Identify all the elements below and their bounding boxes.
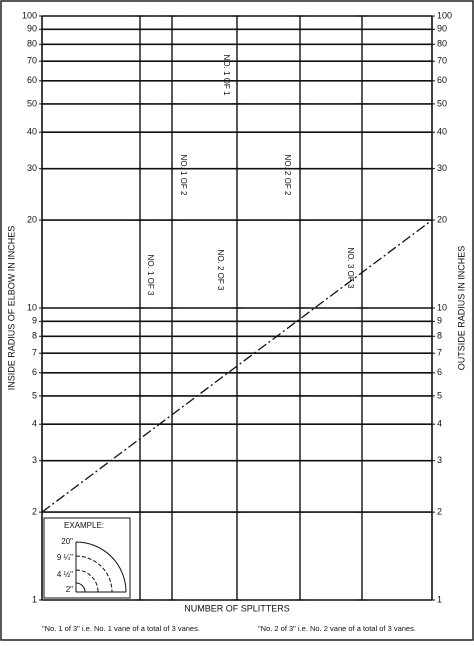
- example-box: EXAMPLE: 20" 9 ¼" 4 ½" 2": [43, 517, 131, 599]
- example-label: 9 ¼": [57, 553, 73, 562]
- example-arc: [75, 555, 113, 593]
- y-tick-label: 2: [32, 506, 37, 516]
- y-tick-label: 10: [27, 302, 37, 312]
- scale-label: NO. 1 OF 3: [146, 255, 155, 296]
- y-tick-label: 50: [27, 98, 37, 108]
- y2-tick-label: 10: [437, 302, 447, 312]
- y2-tick-label: 60: [437, 75, 447, 85]
- y-tick-label: 9: [32, 316, 37, 326]
- y-tick-label: 1: [32, 594, 37, 604]
- scale-label: NO. 1 OF 2: [179, 155, 188, 196]
- y-tick-label: 8: [32, 331, 37, 341]
- y2-tick-label: 50: [437, 98, 447, 108]
- footnote: "No. 2 of 3" i.e. No. 2 vane of a total …: [258, 624, 416, 633]
- example-arc: [75, 541, 127, 593]
- y-tick-label: 100: [22, 10, 37, 20]
- y2-axis-label: OUTSIDE RADIUS IN INCHES: [456, 246, 466, 371]
- scale-label: NO. 3 OF 3: [346, 248, 355, 289]
- example-label: 2": [66, 585, 73, 594]
- y2-tick-label: 3: [437, 455, 442, 465]
- y2-tick-label: 9: [437, 316, 442, 326]
- example-frame: [43, 517, 131, 599]
- y-tick-label: 4: [32, 419, 37, 429]
- y-tick-label: 20: [27, 214, 37, 224]
- example-arc: [75, 569, 99, 593]
- scale-label: NO. 2 OF 3: [216, 250, 225, 291]
- x-axis-label: NUMBER OF SPLITTERS: [184, 603, 290, 613]
- y-tick-label: 30: [27, 163, 37, 173]
- y2-tick-label: 90: [437, 24, 447, 34]
- y-tick-label: 3: [32, 455, 37, 465]
- y-tick-label: 60: [27, 75, 37, 85]
- example-label: 4 ½": [57, 570, 73, 579]
- y-tick-label: 5: [32, 390, 37, 400]
- y-axis-label: INSIDE RADIUS OF ELBOW IN INCHES: [6, 226, 16, 391]
- y-tick-label: 70: [27, 56, 37, 66]
- y-tick-label: 80: [27, 39, 37, 49]
- y2-tick-label: 2: [437, 506, 442, 516]
- y2-tick-label: 4: [437, 419, 442, 429]
- y2-tick-label: 80: [437, 39, 447, 49]
- scale-label: NO. 1 OF 1: [222, 55, 231, 96]
- example-label: 20": [61, 537, 73, 546]
- y2-tick-label: 7: [437, 348, 442, 358]
- y2-tick-label: 8: [437, 331, 442, 341]
- y2-tick-label: 70: [437, 56, 447, 66]
- y2-tick-label: 100: [437, 10, 452, 20]
- y2-tick-label: 30: [437, 163, 447, 173]
- example-title: EXAMPLE:: [64, 521, 104, 530]
- y2-tick-label: 20: [437, 214, 447, 224]
- y-tick-label: 40: [27, 127, 37, 137]
- y2-tick-label: 5: [437, 390, 442, 400]
- example-line: [41, 219, 433, 513]
- y-tick-label: 7: [32, 348, 37, 358]
- footnote: "No. 1 of 3" i.e. No. 1 vane of a total …: [42, 624, 200, 633]
- example-arc: [75, 582, 86, 593]
- scale-label: NO. 2 OF 2: [283, 155, 292, 196]
- y2-tick-label: 40: [437, 127, 447, 137]
- y2-tick-label: 6: [437, 367, 442, 377]
- y-tick-label: 90: [27, 24, 37, 34]
- y2-tick-label: 1: [437, 594, 442, 604]
- y-tick-label: 6: [32, 367, 37, 377]
